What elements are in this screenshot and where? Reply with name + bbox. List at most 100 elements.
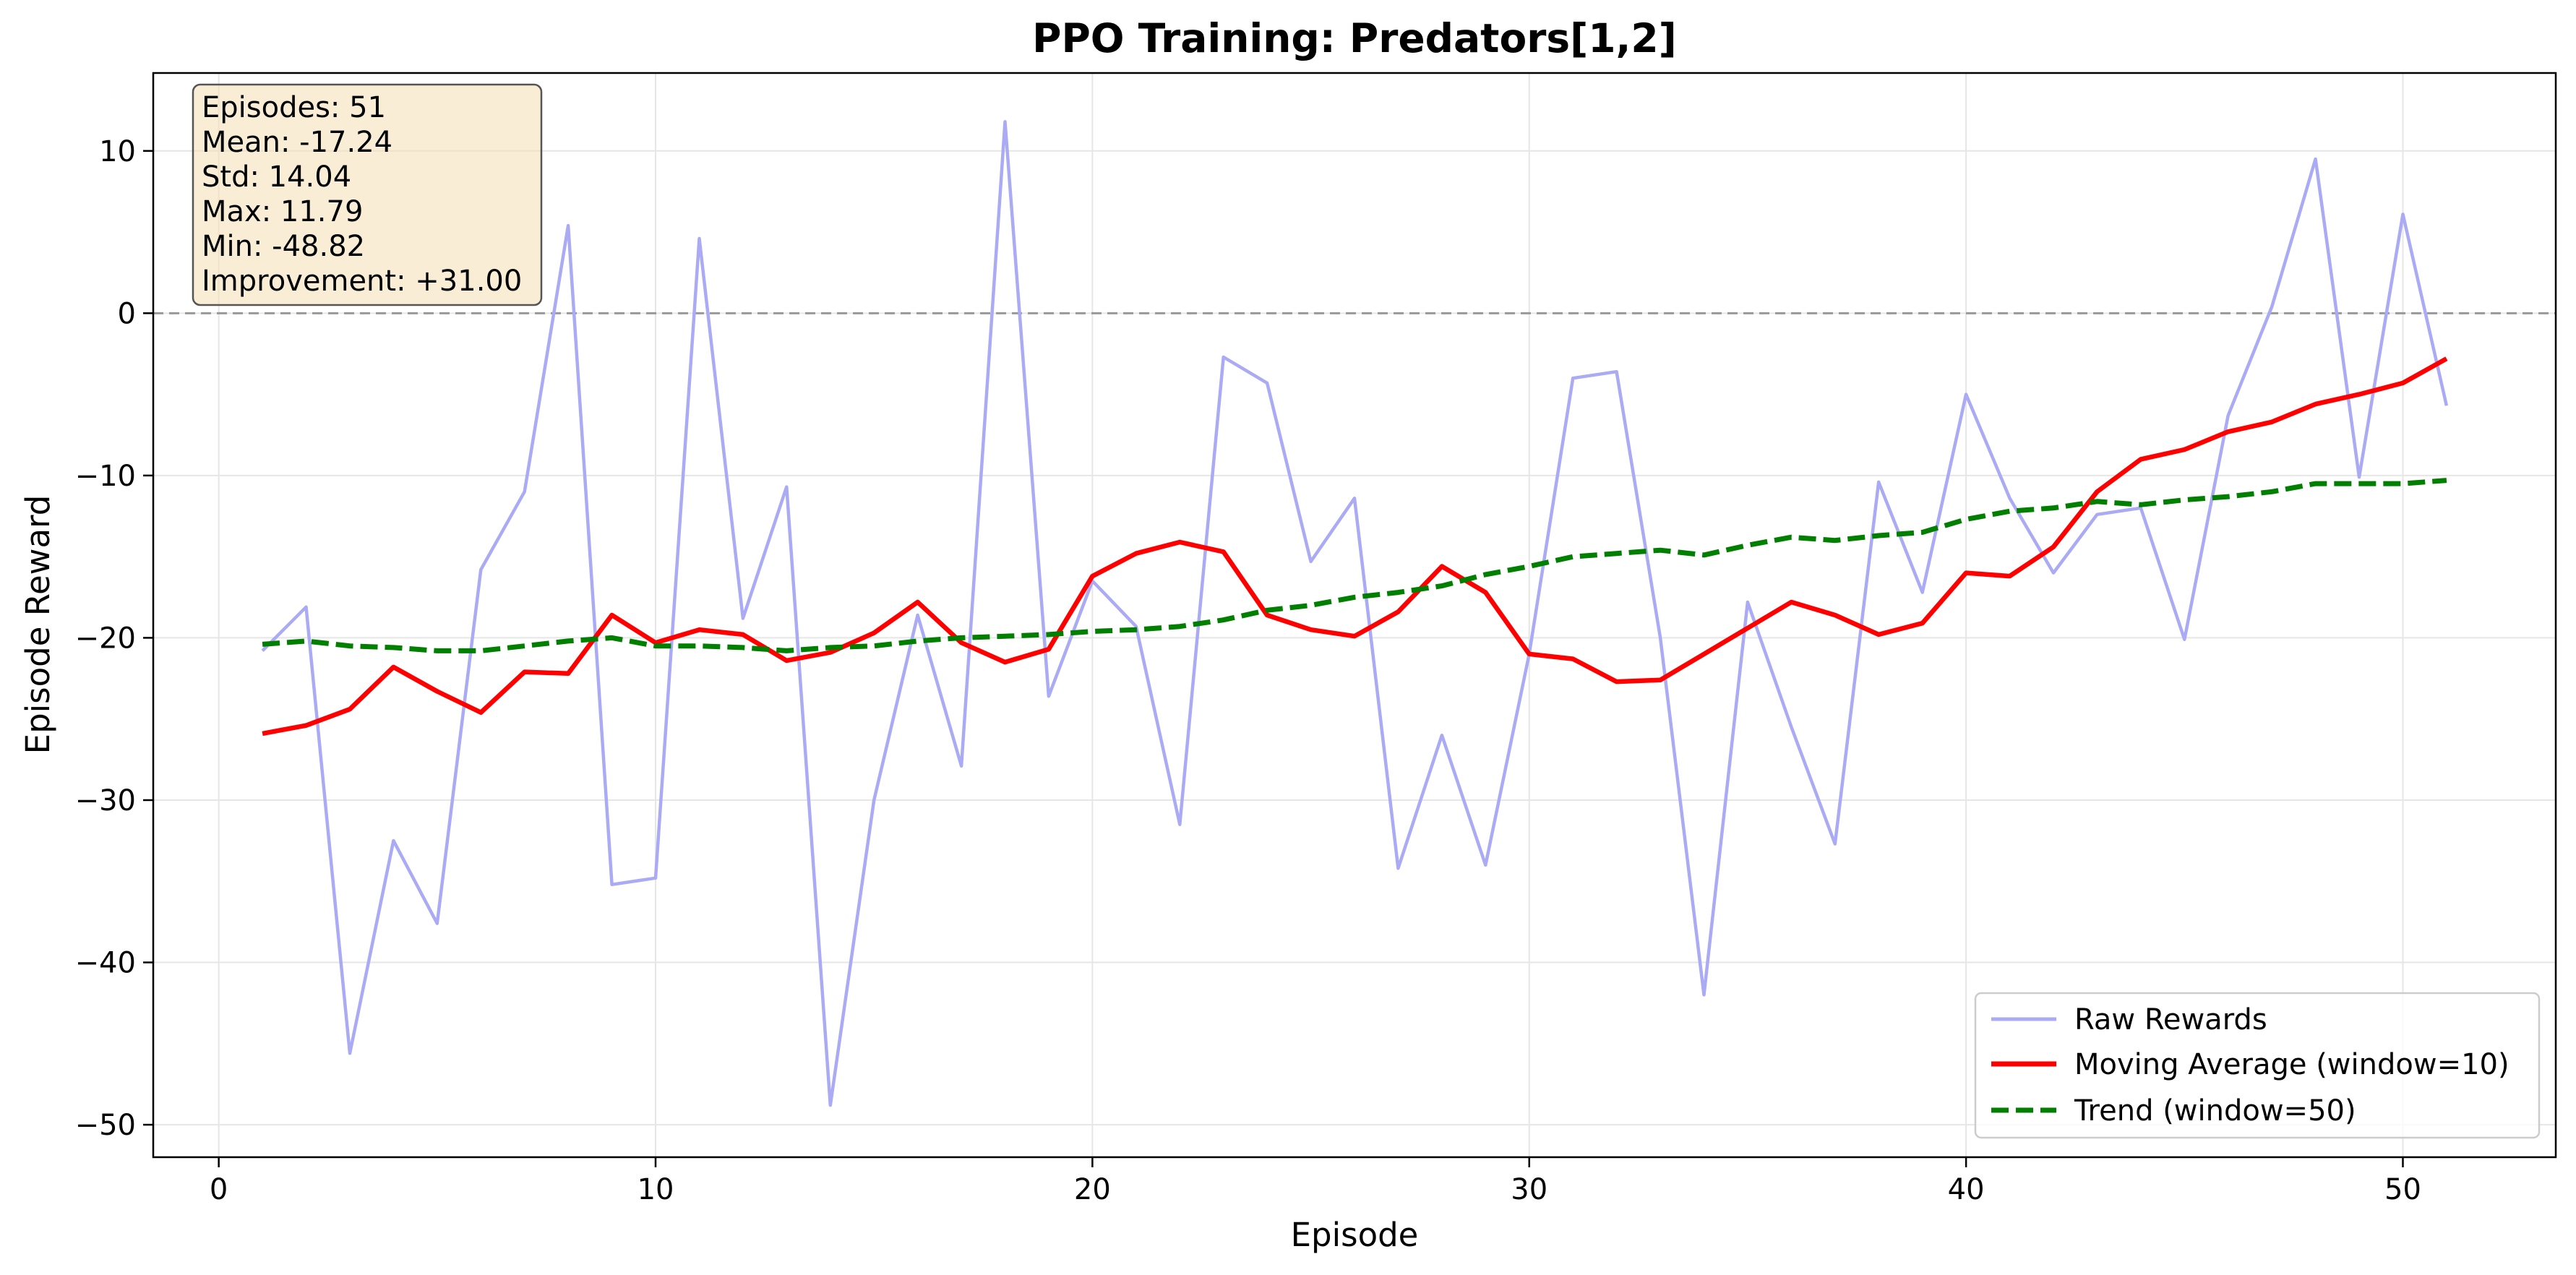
data-point [1789,725,1793,729]
data-point [1789,535,1793,539]
axis-ticks: 0 10 20 30 40 50 10 0 −10 −20 −30 −40 −50 [75,135,2421,1206]
data-point [1440,584,1444,588]
data-point [1309,559,1313,564]
data-point [2226,413,2231,418]
data-point [2314,402,2318,406]
data-point [2008,496,2012,500]
data-point [1352,496,1357,500]
series-line-trend-window-50 [262,478,2447,653]
data-point [916,639,920,643]
data-point [391,665,395,669]
legend-label-trend: Trend (window=50) [2074,1094,2356,1128]
data-point [260,648,265,653]
data-point [1134,551,1138,556]
data-point [2182,498,2186,502]
stats-line: Episodes: 51 [202,91,386,124]
data-point [872,631,876,635]
x-tick-label: 10 [637,1173,674,1206]
data-point [2095,512,2099,517]
stats-line: Std: 14.04 [202,160,351,194]
data-point [916,613,920,617]
data-point [2270,489,2274,494]
data-point [1265,381,1269,385]
data-point [610,613,614,617]
data-point [2182,447,2186,452]
data-point [1177,540,1182,544]
y-axis-label: Episode Reward [19,495,57,755]
data-point [2357,481,2361,486]
data-point [348,707,352,711]
plot-area-frame [152,72,2557,1159]
data-point [2051,545,2056,549]
data-point [391,838,395,843]
data-point [916,600,920,604]
data-point [1833,613,1837,617]
data-point [566,639,570,643]
data-point [697,644,701,648]
data-point [1658,548,1662,552]
data-point [1090,574,1094,578]
y-tick-label: −40 [75,947,136,980]
x-axis-label: Episode [1291,1216,1419,1254]
data-point [2095,489,2099,494]
data-point [1309,627,1313,632]
stats-line: Improvement: +31.00 [202,265,522,298]
data-point [1352,634,1357,638]
data-point [1920,621,1925,625]
data-point [1003,660,1008,664]
data-point [2400,481,2405,486]
data-point [653,644,658,648]
data-point [1876,632,1881,637]
x-tick-label: 20 [1074,1173,1111,1206]
data-point [1615,369,1619,374]
data-point [1483,591,1487,595]
data-point [1047,647,1051,651]
data-point [1571,554,1575,559]
data-point [697,627,701,632]
data-point [260,642,265,646]
data-point [1615,551,1619,556]
data-point [2400,381,2405,385]
data-point [1309,604,1313,608]
data-point [2008,509,2012,513]
data-point [828,651,833,655]
data-point [1964,518,1968,522]
data-point [1746,600,1750,604]
y-tick-label: −50 [75,1109,136,1142]
data-point [610,883,614,887]
data-point [435,922,439,926]
data-point [1222,618,1226,622]
data-point [348,644,352,648]
stats-line: Min: -48.82 [202,230,365,263]
data-point [566,223,570,228]
data-point [959,640,963,645]
data-point [2400,212,2405,216]
data-point [872,798,876,802]
data-point [304,724,309,728]
y-tick-label: −10 [75,460,136,493]
data-point [1789,600,1793,604]
y-tick-label: 10 [99,135,136,168]
legend-box [1974,992,2541,1139]
data-point [478,648,483,653]
data-point [348,1051,352,1055]
data-point [1265,613,1269,617]
data-point [1396,866,1400,870]
stats-line: Mean: -17.24 [202,126,392,159]
data-point [2226,429,2231,434]
data-point [1090,629,1094,633]
data-point [1701,992,1706,997]
data-point [1003,119,1008,124]
data-point [566,671,570,676]
data-point [1920,530,1925,534]
data-point [2444,356,2449,361]
data-point [959,764,963,768]
data-point [2314,481,2318,486]
data-point [1265,608,1269,612]
data-point [1134,627,1138,632]
data-point [1701,553,1706,557]
data-point [523,644,527,648]
data-point [1701,652,1706,656]
data-point [2008,574,2012,578]
